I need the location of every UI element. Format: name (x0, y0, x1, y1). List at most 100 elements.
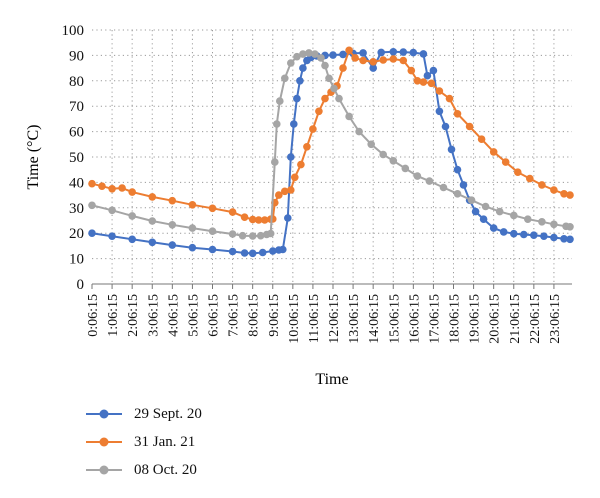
data-point (379, 150, 388, 159)
data-point (435, 87, 444, 95)
y-tick-label: 60 (69, 125, 84, 141)
x-tick-label: 3:06:15 (146, 294, 161, 337)
data-point (419, 78, 428, 86)
data-point (281, 74, 289, 83)
data-point (290, 120, 298, 128)
x-tick-label: 6:06:15 (207, 294, 222, 337)
y-tick-label: 80 (69, 74, 84, 90)
data-point (168, 221, 177, 229)
y-axis-label: Time (°C) (25, 125, 42, 190)
data-point (355, 127, 363, 136)
data-point (520, 230, 528, 239)
x-tick-label: 13:06:15 (347, 294, 362, 344)
data-point (439, 183, 448, 192)
data-point (296, 77, 304, 85)
data-point (281, 187, 289, 196)
data-point (299, 50, 307, 58)
data-point (88, 229, 96, 237)
data-point (510, 211, 518, 220)
x-tick-labels: 0:06:15 1:06:15 2:06:15 3:06:15 4:06:15 5:06:… (86, 294, 563, 344)
data-point (297, 160, 305, 169)
data-point (359, 49, 367, 57)
legend-marker-series-2 (86, 437, 122, 447)
data-point (256, 231, 265, 240)
x-tick-label: 15:06:15 (387, 294, 402, 344)
data-point (321, 61, 329, 70)
data-point (339, 64, 347, 72)
x-tick-label: 5:06:15 (186, 294, 201, 337)
x-tick-label: 18:06:15 (448, 294, 463, 344)
x-tick-label: 17:06:15 (427, 294, 442, 344)
data-point (409, 48, 418, 57)
data-point (453, 110, 462, 118)
data-point (271, 158, 279, 166)
data-point (389, 55, 398, 63)
data-point (311, 50, 319, 58)
data-point (467, 196, 476, 204)
series-layer (88, 46, 574, 258)
data-point (413, 172, 422, 180)
data-point (128, 188, 136, 196)
data-point (188, 224, 197, 232)
data-point (279, 245, 287, 254)
x-tick-label: 16:06:15 (407, 294, 422, 344)
data-point (228, 247, 237, 256)
data-point (540, 232, 548, 240)
data-point (299, 64, 307, 72)
data-point (453, 165, 462, 174)
y-tick-label: 30 (69, 201, 84, 217)
data-point (526, 174, 534, 183)
data-point (248, 232, 257, 240)
data-point (530, 231, 538, 239)
x-tick-label: 23:06:15 (548, 294, 563, 344)
data-point (407, 66, 416, 75)
data-point (369, 64, 378, 72)
data-point (228, 208, 237, 216)
y-tick-label: 0 (77, 277, 85, 293)
data-point (538, 218, 546, 226)
data-point (514, 168, 522, 176)
series-3 (88, 49, 574, 240)
x-tick-label: 8:06:15 (247, 294, 262, 337)
legend-item-series-3: 08 Oct. 20 (84, 460, 304, 488)
data-point (287, 59, 295, 67)
legend-item-series-2: 31 Jan. 21 (84, 432, 304, 460)
x-tick-label: 14:06:15 (367, 294, 382, 344)
data-point (188, 201, 197, 209)
data-point (293, 52, 301, 61)
data-point (499, 228, 508, 236)
data-point (413, 77, 422, 85)
data-point (325, 74, 333, 83)
data-point (389, 48, 398, 56)
data-point (560, 190, 568, 198)
data-point (269, 247, 277, 255)
data-point (329, 51, 337, 59)
legend-item-series-1: 29 Sept. 20 (84, 404, 304, 432)
data-point (435, 107, 444, 116)
data-point (260, 216, 269, 224)
data-point (108, 206, 116, 215)
data-point (238, 231, 247, 240)
data-point (477, 135, 486, 143)
data-point (423, 71, 432, 80)
data-point (427, 79, 436, 88)
data-point (429, 66, 438, 75)
data-point (148, 238, 157, 247)
series-1 (88, 48, 574, 258)
data-point (266, 229, 275, 238)
data-point (284, 214, 292, 222)
data-point (148, 193, 157, 201)
data-point (258, 248, 267, 257)
data-point (369, 58, 378, 66)
data-point (453, 190, 462, 198)
data-point (330, 84, 338, 93)
data-point (128, 212, 136, 220)
legend-label-series-2: 31 Jan. 21 (134, 434, 196, 450)
data-point (550, 186, 558, 194)
y-tick-label: 90 (69, 48, 84, 64)
data-point (345, 46, 353, 55)
legend-label-series-1: 29 Sept. 20 (134, 406, 202, 422)
data-point (399, 56, 408, 65)
data-point (489, 224, 498, 232)
